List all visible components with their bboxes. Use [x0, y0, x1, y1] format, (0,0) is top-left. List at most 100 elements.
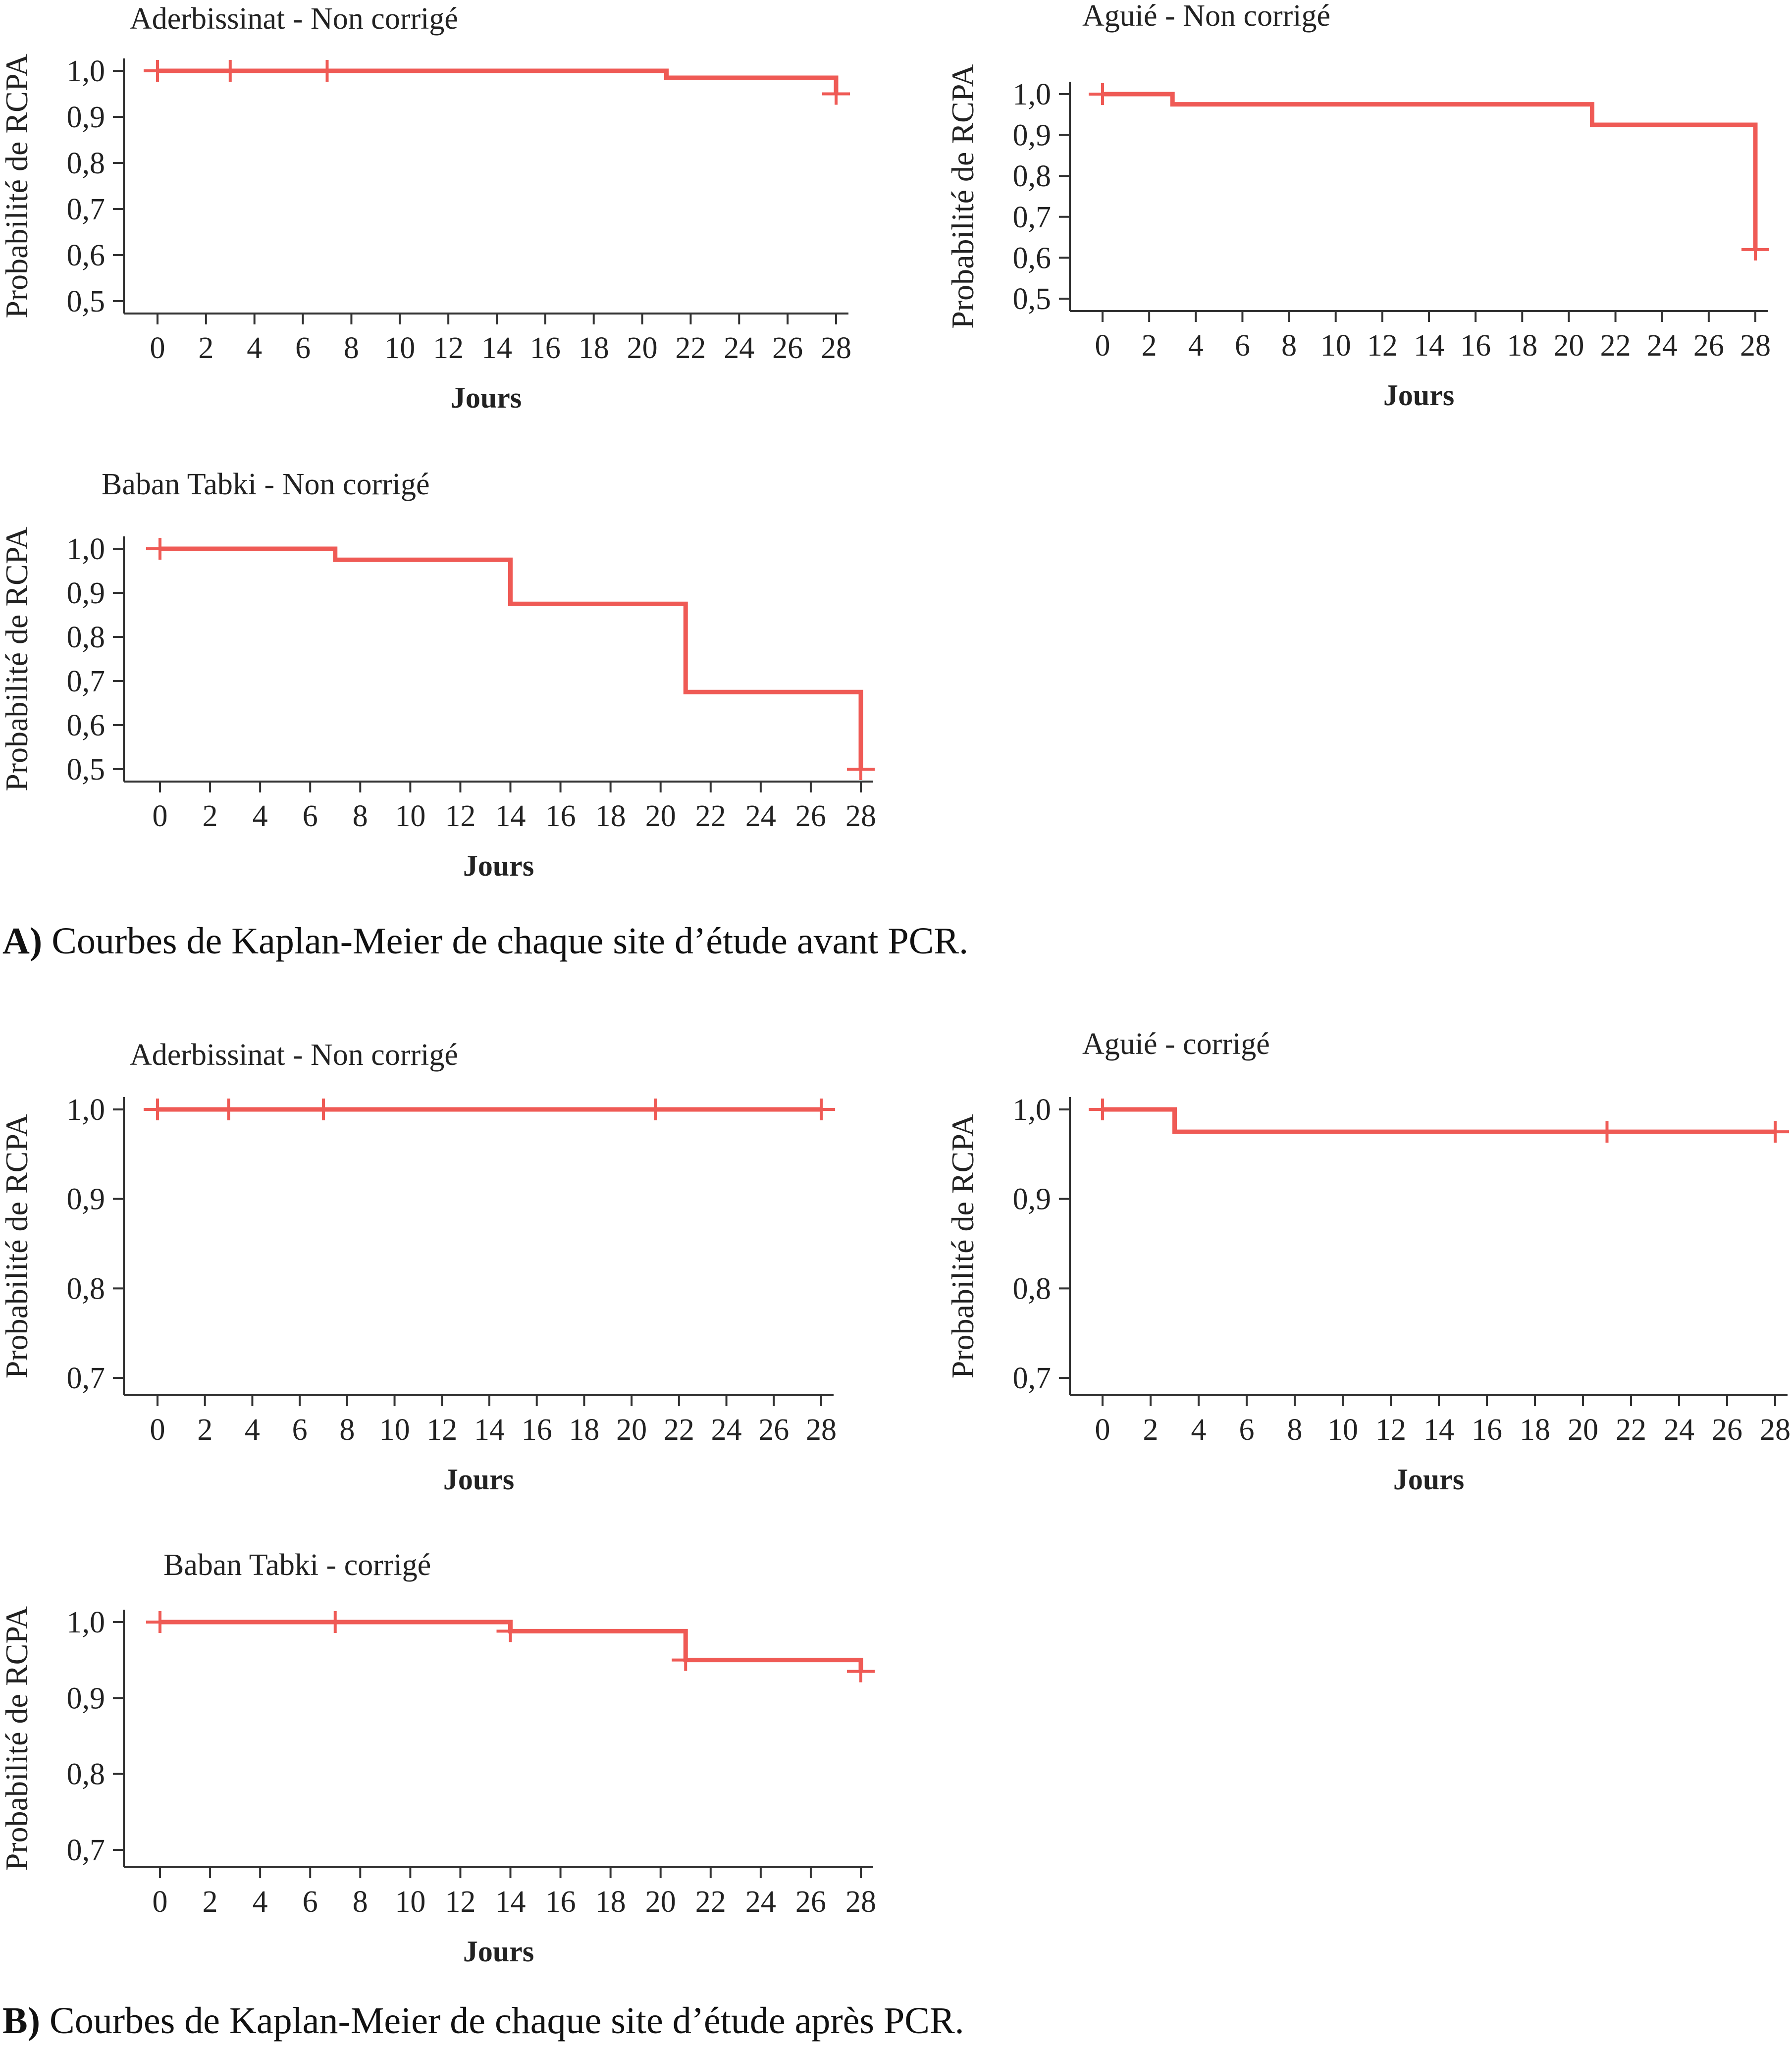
x-tick-label: 8	[353, 1885, 368, 1919]
x-tick-label: 20	[627, 331, 658, 365]
y-tick-label: 1,0	[67, 54, 105, 88]
x-axis-label: Jours	[463, 1935, 534, 1968]
x-tick-label: 4	[1188, 329, 1204, 363]
censor-mark	[214, 1099, 243, 1120]
censor-mark	[641, 1099, 669, 1120]
x-tick-label: 0	[1095, 329, 1110, 363]
x-tick-label: 24	[745, 1885, 776, 1919]
x-tick-label: 24	[745, 799, 776, 833]
x-tick-label: 10	[379, 1413, 410, 1447]
x-axis-label: Jours	[1383, 379, 1454, 412]
x-tick-label: 6	[1239, 1413, 1255, 1447]
y-tick-label: 0,7	[67, 665, 105, 698]
y-tick-label: 0,9	[67, 101, 105, 134]
x-tick-label: 16	[545, 799, 576, 833]
chart-title: Aderbissinat - Non corrigé	[130, 2, 458, 36]
x-tick-label: 12	[433, 331, 464, 365]
x-tick-label: 16	[545, 1885, 576, 1919]
x-tick-label: 12	[1367, 329, 1398, 363]
x-tick-label: 12	[426, 1413, 457, 1447]
survival-curve	[158, 68, 839, 94]
x-tick-label: 2	[1142, 329, 1157, 363]
x-tick-label: 22	[1600, 329, 1631, 363]
y-tick-label: 0,8	[1013, 159, 1052, 193]
x-tick-label: 6	[303, 799, 318, 833]
y-tick-label: 0,9	[67, 577, 105, 610]
x-tick-label: 14	[1423, 1413, 1454, 1447]
x-tick-label: 26	[772, 331, 803, 365]
x-tick-label: 20	[616, 1413, 647, 1447]
survival-curve	[160, 546, 863, 769]
y-tick-label: 0,5	[67, 285, 105, 318]
x-tick-label: 0	[150, 1413, 165, 1447]
y-axis-label: Probabilité de RCPA	[0, 526, 34, 791]
x-tick-label: 12	[445, 1885, 475, 1919]
censor-mark	[1089, 83, 1116, 105]
y-tick-label: 0,8	[1013, 1272, 1052, 1306]
x-tick-label: 8	[1281, 329, 1297, 363]
x-tick-label: 0	[153, 799, 168, 833]
km-panel-3: Baban Tabki - Non corrigé 0,5 0,6 0,7 0,8 0,9…	[0, 468, 876, 882]
x-tick-label: 18	[595, 1885, 626, 1919]
x-tick-label: 22	[695, 1885, 726, 1919]
caption-a-text: Courbes de Kaplan-Meier de chaque site d…	[42, 920, 968, 962]
censor-mark	[144, 60, 171, 82]
y-tick-label: 0,8	[67, 1758, 105, 1791]
censor-mark	[146, 538, 174, 560]
x-tick-label: 18	[1520, 1413, 1550, 1447]
chart-title: Aguié - corrigé	[1082, 1027, 1270, 1061]
y-tick-label: 0,9	[1013, 119, 1052, 153]
censor-mark	[847, 1660, 875, 1682]
x-tick-label: 18	[579, 331, 609, 365]
y-tick-label: 0,7	[67, 1362, 105, 1395]
x-tick-label: 2	[203, 1885, 218, 1919]
censor-mark	[496, 1620, 525, 1642]
y-tick-label: 1,0	[67, 532, 105, 566]
x-tick-label: 28	[806, 1413, 837, 1447]
x-tick-label: 26	[795, 1885, 826, 1919]
censor-mark	[672, 1649, 700, 1671]
x-tick-label: 28	[1760, 1413, 1791, 1447]
x-tick-label: 20	[1553, 329, 1584, 363]
y-tick-label: 0,8	[67, 147, 105, 180]
censor-mark	[1741, 238, 1769, 261]
censor-mark	[313, 60, 341, 82]
x-tick-label: 2	[203, 799, 218, 833]
x-tick-label: 2	[1143, 1413, 1159, 1447]
survival-curve	[1103, 92, 1758, 250]
censor-mark	[216, 60, 244, 82]
x-tick-label: 6	[303, 1885, 318, 1919]
censor-mark	[321, 1611, 349, 1633]
x-tick-label: 28	[845, 799, 876, 833]
y-tick-label: 0,7	[67, 193, 105, 226]
x-tick-label: 28	[1740, 329, 1771, 363]
y-tick-label: 0,7	[67, 1834, 105, 1867]
x-tick-label: 22	[675, 331, 706, 365]
y-tick-label: 0,8	[67, 1272, 105, 1306]
y-tick-label: 0,9	[67, 1681, 105, 1715]
x-tick-label: 20	[645, 1885, 676, 1919]
x-tick-label: 16	[1460, 329, 1491, 363]
x-tick-label: 26	[1693, 329, 1724, 363]
x-tick-label: 10	[395, 1885, 425, 1919]
x-tick-label: 6	[292, 1413, 308, 1447]
x-tick-label: 16	[530, 331, 561, 365]
x-tick-label: 2	[197, 1413, 212, 1447]
x-tick-label: 20	[1568, 1413, 1598, 1447]
x-tick-label: 22	[695, 799, 726, 833]
x-tick-label: 26	[758, 1413, 789, 1447]
censor-mark	[847, 758, 875, 780]
x-tick-label: 16	[522, 1413, 552, 1447]
y-tick-label: 0,7	[1013, 1362, 1052, 1395]
caption-a-label: A)	[2, 920, 42, 962]
x-tick-label: 2	[198, 331, 213, 365]
y-tick-label: 1,0	[67, 1093, 105, 1127]
y-tick-label: 0,6	[67, 239, 105, 272]
y-tick-label: 0,7	[1013, 201, 1052, 234]
y-tick-label: 0,6	[1013, 241, 1052, 275]
x-tick-label: 18	[1507, 329, 1537, 363]
caption-a: A) Courbes de Kaplan-Meier de chaque sit…	[2, 920, 968, 962]
